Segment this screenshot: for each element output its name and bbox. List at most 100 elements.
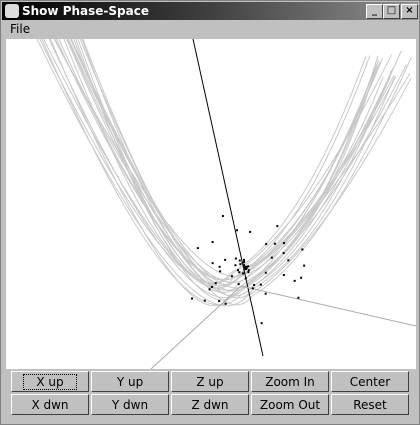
point [234, 264, 237, 267]
points [191, 215, 306, 325]
trajectory [36, 39, 412, 307]
button[interactable]: Y dwn [91, 394, 169, 415]
point [276, 225, 279, 228]
trajectory [43, 39, 371, 289]
point [282, 273, 285, 276]
point [243, 261, 246, 264]
point [241, 272, 244, 275]
point [238, 259, 241, 262]
point [239, 263, 242, 266]
point [282, 252, 285, 255]
trajectory [54, 39, 402, 284]
point [234, 257, 237, 260]
point [247, 271, 250, 274]
point [253, 284, 256, 287]
point [214, 282, 217, 285]
point [245, 267, 248, 270]
button[interactable]: Zoom In [251, 371, 329, 392]
button[interactable]: Reset [331, 394, 409, 415]
close-button[interactable]: × [401, 4, 418, 19]
point [247, 269, 250, 272]
point [196, 247, 199, 250]
trajectory [58, 39, 397, 280]
point [241, 261, 244, 264]
point [238, 271, 241, 274]
point [221, 215, 224, 218]
button-label: Y up [116, 375, 144, 389]
menu-item[interactable]: File [10, 22, 31, 36]
point [218, 300, 221, 303]
point [247, 265, 250, 268]
point [273, 242, 276, 245]
point [249, 230, 252, 233]
menu-bar: File [2, 20, 418, 39]
point [211, 240, 214, 243]
axis [150, 285, 242, 369]
point [230, 275, 233, 278]
button-label: Reset [353, 398, 387, 412]
point [203, 299, 206, 302]
button-label: Z up [196, 375, 224, 389]
trajectory [63, 39, 392, 285]
button-label: Y dwn [111, 398, 149, 412]
window-title: Show Phase-Space [22, 4, 149, 18]
point [224, 258, 227, 261]
point [191, 297, 194, 300]
point [244, 267, 247, 270]
trajectory [73, 39, 394, 301]
point [270, 256, 273, 259]
button-label: Zoom In [265, 375, 315, 389]
point [237, 283, 240, 286]
point [287, 259, 290, 262]
trajectory [39, 39, 367, 284]
point [245, 265, 248, 268]
point [211, 262, 214, 265]
point [208, 288, 211, 291]
point [301, 248, 304, 251]
point [282, 242, 285, 245]
maximize-button[interactable]: □ [383, 4, 400, 19]
point [244, 277, 247, 280]
axis [240, 285, 416, 327]
point [237, 269, 240, 272]
app-icon [5, 4, 19, 18]
trajectory [75, 39, 411, 289]
button[interactable]: Y up [91, 371, 169, 392]
button-label: X up [23, 374, 77, 390]
button[interactable]: X up [11, 371, 89, 392]
button[interactable]: X dwn [11, 394, 89, 415]
point [210, 286, 213, 289]
axis [192, 39, 264, 357]
point [244, 265, 247, 268]
point [260, 322, 263, 325]
trajectories [36, 39, 412, 307]
button-label: Z dwn [191, 398, 229, 412]
button[interactable]: Zoom Out [251, 394, 329, 415]
point [293, 279, 296, 282]
point [218, 265, 221, 268]
point [219, 270, 222, 273]
button-label: X dwn [31, 398, 69, 412]
trajectory [48, 39, 378, 298]
point [224, 302, 227, 305]
point [242, 258, 245, 261]
button[interactable]: Center [331, 371, 409, 392]
point [300, 276, 303, 279]
point [297, 296, 300, 299]
minimize-button[interactable]: _ [366, 4, 383, 19]
point [265, 243, 268, 246]
title-bar: Show Phase-Space _ □ × [2, 2, 418, 20]
trajectory [67, 39, 396, 299]
button[interactable]: Z dwn [171, 394, 249, 415]
button-label: Center [349, 375, 391, 389]
trajectory [66, 39, 379, 293]
button[interactable]: Z up [171, 371, 249, 392]
point [236, 229, 239, 232]
trajectory [41, 39, 391, 306]
button-label: Zoom Out [259, 398, 321, 412]
trajectory [79, 39, 412, 306]
trajectory [70, 39, 380, 289]
phase-space-plot [6, 39, 416, 369]
point [303, 264, 306, 267]
point [251, 287, 254, 290]
